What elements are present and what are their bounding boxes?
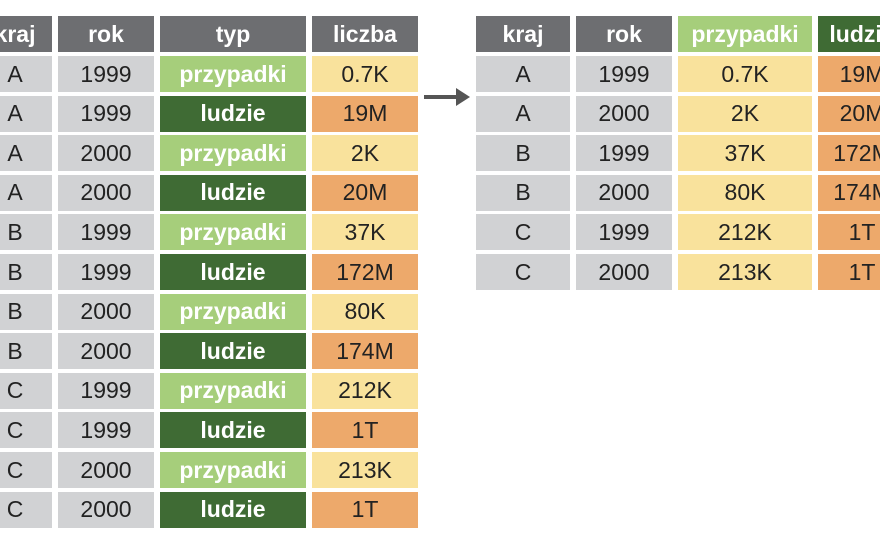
table-cell: ludzie	[160, 254, 306, 290]
table-cell: 174M	[312, 333, 418, 370]
table-cell: przypadki	[160, 452, 306, 488]
table-cell: 1T	[818, 254, 880, 290]
table-cell: 172M	[818, 135, 880, 172]
table-cell: A	[0, 95, 52, 132]
table-cell: 37K	[678, 135, 812, 172]
table-cell: A	[476, 56, 570, 92]
table-cell: B	[0, 214, 52, 251]
table-cell: 213K	[312, 452, 418, 488]
table-cell: 80K	[678, 174, 812, 211]
table-cell: B	[476, 135, 570, 172]
table-cell: 1999	[58, 95, 154, 132]
table-cell: B	[0, 333, 52, 370]
table-cell: C	[476, 254, 570, 290]
table-cell: 2000	[576, 174, 672, 211]
table-cell: 174M	[818, 174, 880, 211]
table-cell: 212K	[678, 214, 812, 251]
table-cell: 0.7K	[312, 56, 418, 92]
table-cell: 1999	[58, 214, 154, 251]
table-cell: A	[476, 95, 570, 132]
table-cell: 1999	[576, 135, 672, 172]
table-cell: 19M	[818, 56, 880, 92]
table-cell: A	[0, 135, 52, 172]
table-cell: ludzie	[160, 95, 306, 132]
arrow	[424, 88, 470, 106]
table-cell: A	[0, 56, 52, 92]
table-cell: 19M	[312, 95, 418, 132]
table-cell: C	[0, 412, 52, 449]
table-cell: B	[0, 293, 52, 330]
header-cell: ludzie	[818, 16, 880, 52]
table-cell: 20M	[818, 95, 880, 132]
table-cell: 0.7K	[678, 56, 812, 92]
table-cell: 212K	[312, 372, 418, 409]
header-cell: kraj	[476, 16, 570, 52]
table-cell: ludzie	[160, 174, 306, 211]
header-cell: rok	[576, 16, 672, 52]
header-cell: liczba	[312, 16, 418, 52]
table-cell: 2K	[678, 95, 812, 132]
table-cell: 172M	[312, 254, 418, 290]
table-cell: 1999	[58, 254, 154, 290]
table-cell: 2000	[576, 254, 672, 290]
table-cell: 2000	[58, 174, 154, 211]
table-cell: ludzie	[160, 412, 306, 449]
table-cell: C	[0, 372, 52, 409]
table-cell: przypadki	[160, 372, 306, 409]
table-cell: 213K	[678, 254, 812, 290]
table-cell: B	[476, 174, 570, 211]
table-cell: ludzie	[160, 491, 306, 528]
header-cell: rok	[58, 16, 154, 52]
table-cell: 1999	[58, 372, 154, 409]
table-cell: 1999	[576, 56, 672, 92]
table-cell: 37K	[312, 214, 418, 251]
table-cell: ludzie	[160, 333, 306, 370]
table-cell: przypadki	[160, 293, 306, 330]
table-cell: B	[0, 254, 52, 290]
table-cell: 20M	[312, 174, 418, 211]
table-cell: 2K	[312, 135, 418, 172]
table-cell: 1T	[312, 491, 418, 528]
table-cell: 2000	[576, 95, 672, 132]
table-cell: 2000	[58, 491, 154, 528]
table-cell: przypadki	[160, 56, 306, 92]
table-cell: 80K	[312, 293, 418, 330]
table-cell: przypadki	[160, 135, 306, 172]
table-cell: 2000	[58, 135, 154, 172]
table-cell: C	[0, 491, 52, 528]
table-cell: 1T	[312, 412, 418, 449]
header-cell: typ	[160, 16, 306, 52]
table-cell: 1999	[58, 412, 154, 449]
table-cell: 2000	[58, 293, 154, 330]
header-cell: przypadki	[678, 16, 812, 52]
header-cell: kraj	[0, 16, 52, 52]
table-cell: C	[476, 214, 570, 251]
table-cell: A	[0, 174, 52, 211]
table-cell: 1999	[576, 214, 672, 251]
table-cell: 2000	[58, 452, 154, 488]
table-cell: 1999	[58, 56, 154, 92]
table-cell: C	[0, 452, 52, 488]
table-cell: 1T	[818, 214, 880, 251]
table-cell: przypadki	[160, 214, 306, 251]
table-cell: 2000	[58, 333, 154, 370]
